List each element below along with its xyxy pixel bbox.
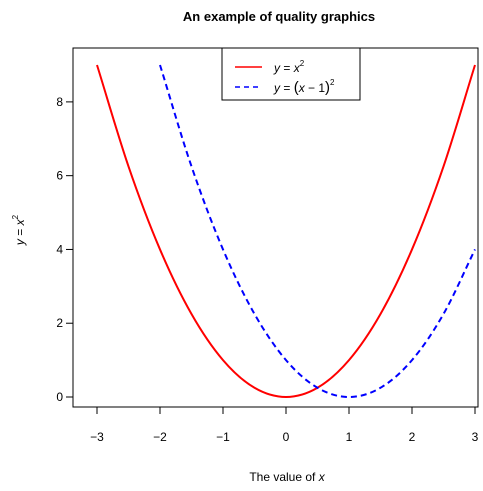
- series-line-parabola: [96, 64, 476, 399]
- x-axis-label: The value of x: [249, 470, 325, 484]
- series-line-shifted-parabola: [159, 64, 476, 399]
- x-tick-label: −2: [153, 430, 167, 444]
- y-tick-label: 8: [56, 95, 63, 109]
- legend-label-shifted-exp: 2: [330, 78, 335, 87]
- legend-label-shifted-minus: − 1: [305, 81, 326, 95]
- x-axis: −3 −2 −1 0 1 2 3: [90, 406, 479, 444]
- legend-label-shifted-lhs: y: [273, 81, 281, 95]
- y-axis: 0 2 4 6 8: [56, 95, 74, 404]
- x-tick-label: −3: [90, 430, 104, 444]
- x-axis-label-var: x: [318, 470, 326, 484]
- x-tick-label: 3: [472, 430, 479, 444]
- x-tick-label: 0: [283, 430, 290, 444]
- legend-label-parabola: y = x2: [273, 59, 305, 75]
- x-tick-label: 2: [409, 430, 416, 444]
- legend-label-parabola-lhs: y: [273, 61, 281, 75]
- y-tick-label: 2: [56, 316, 63, 330]
- legend-label-shifted-rel: =: [280, 81, 294, 95]
- x-tick-label: −1: [216, 430, 230, 444]
- series-layer: [96, 64, 476, 399]
- legend-label-shifted-parabola: y = (x − 1)2: [273, 78, 335, 96]
- legend-label-shifted-close: ): [325, 79, 330, 96]
- legend-label-parabola-base: x: [293, 61, 301, 75]
- y-axis-label: y = x2: [11, 214, 27, 246]
- x-axis-label-text: The value of: [249, 470, 318, 484]
- y-axis-label-base: x: [13, 218, 27, 226]
- legend-label-parabola-exp: 2: [300, 59, 305, 68]
- chart-title: An example of quality graphics: [183, 9, 375, 24]
- y-axis-label-lhs: y: [13, 238, 27, 246]
- y-tick-label: 6: [56, 169, 63, 183]
- y-axis-label-exp: 2: [11, 214, 20, 219]
- legend: y = x2 y = (x − 1)2: [221, 47, 361, 101]
- y-axis-label-rel: =: [13, 225, 27, 239]
- legend-box: [221, 47, 361, 101]
- legend-label-shifted-open: (: [294, 79, 299, 96]
- x-tick-label: 1: [346, 430, 353, 444]
- legend-label-shifted-base: x: [298, 81, 306, 95]
- legend-label-parabola-rel: =: [280, 61, 294, 75]
- y-tick-label: 0: [56, 390, 63, 404]
- y-tick-label: 4: [56, 242, 63, 256]
